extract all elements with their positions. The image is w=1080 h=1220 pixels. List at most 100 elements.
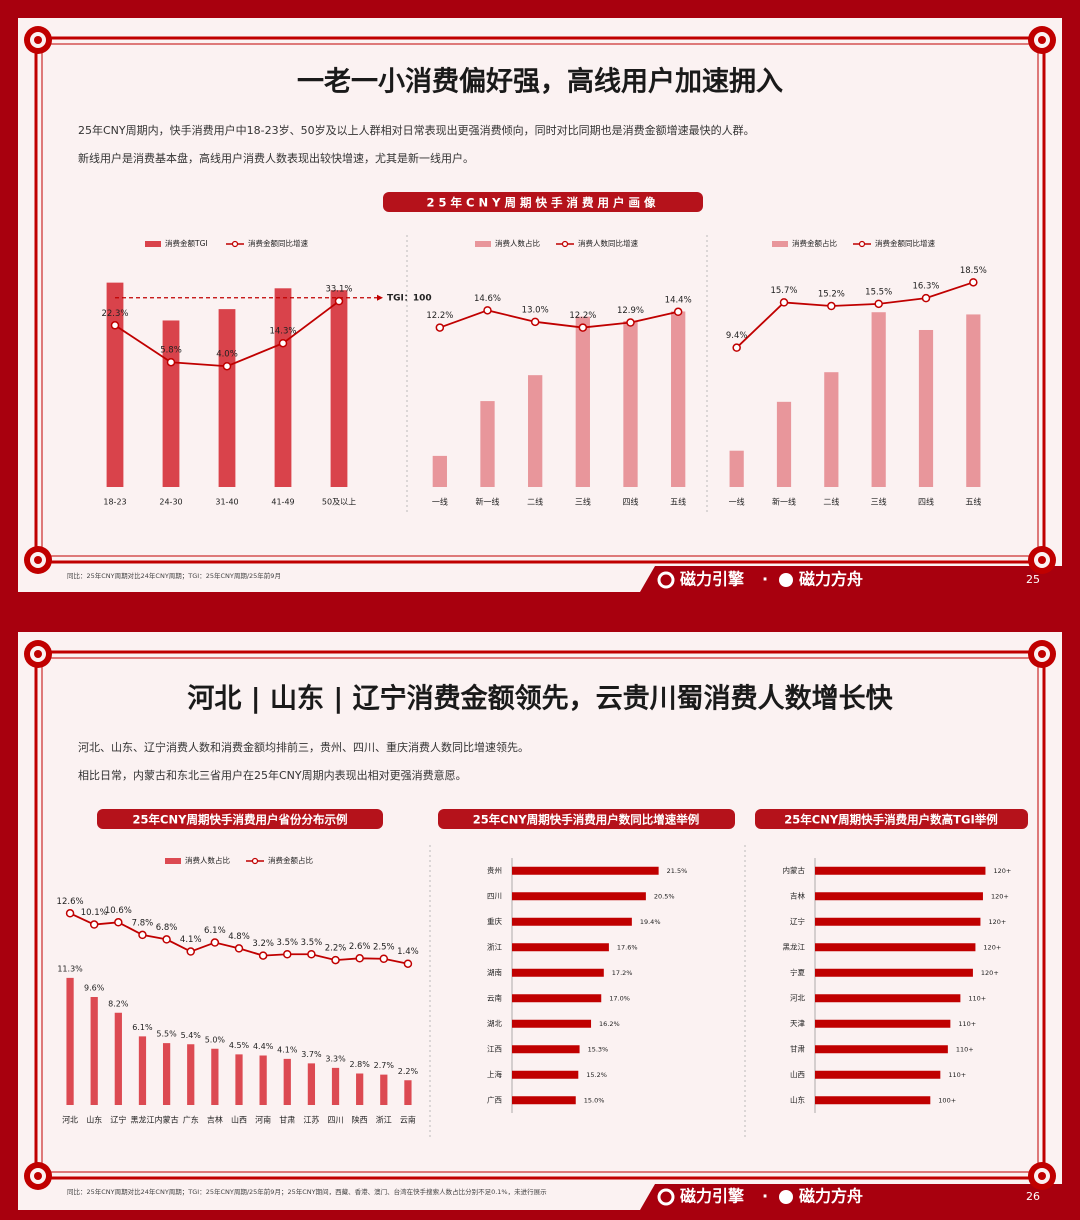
logo-icon — [779, 573, 793, 587]
legend-swatch — [145, 241, 161, 247]
line — [439, 309, 679, 329]
data-label: 4.4% — [253, 1042, 274, 1051]
x-tick-label: 云南 — [400, 1115, 416, 1125]
bar — [966, 314, 981, 487]
bar — [331, 1067, 340, 1105]
data-label: 2.6% — [349, 942, 371, 952]
data-label: 2.7% — [374, 1061, 395, 1070]
bar — [815, 892, 983, 901]
data-label: 3.5% — [301, 938, 323, 948]
data-label: 3.5% — [276, 938, 298, 948]
x-tick-label: 新一线 — [476, 497, 500, 507]
point — [331, 955, 340, 965]
data-label: 15.0% — [584, 1096, 605, 1104]
legend-swatch — [475, 241, 491, 247]
point — [278, 338, 288, 348]
bar — [283, 1058, 291, 1105]
data-label: 110+ — [948, 1071, 966, 1079]
x-tick-label: 18-23 — [103, 498, 126, 507]
point — [874, 299, 883, 309]
bar — [815, 1096, 931, 1105]
data-label: 5.8% — [160, 346, 182, 356]
x-tick-label: 辽宁 — [110, 1115, 126, 1125]
data-label: 19.4% — [640, 918, 661, 926]
bar — [432, 455, 447, 487]
y-tick-label: 广西 — [487, 1094, 502, 1104]
bar — [218, 309, 236, 487]
point — [186, 947, 195, 956]
bar — [512, 917, 632, 926]
bar — [815, 943, 976, 952]
point — [110, 321, 120, 330]
bar — [512, 892, 646, 901]
data-label: 7.8% — [132, 918, 154, 928]
bar — [871, 312, 886, 487]
bar — [815, 1019, 951, 1028]
data-label: 5.0% — [205, 1035, 226, 1044]
slide-title: 一老一小消费偏好强，高线用户加速拥入 — [297, 66, 783, 98]
bar — [729, 450, 744, 487]
data-label: 12.9% — [617, 306, 644, 316]
point — [210, 938, 220, 947]
slide-panel — [18, 18, 1062, 592]
data-label: 14.3% — [269, 327, 296, 337]
data-label: 20.5% — [654, 892, 675, 900]
bar — [380, 1074, 388, 1105]
bar — [404, 1080, 412, 1105]
x-tick-label: 陕西 — [352, 1115, 368, 1125]
data-label: 10.1% — [81, 908, 108, 918]
bar — [114, 1012, 122, 1105]
footnote: 同比：25年CNY周期对比24年CNY周期；TGI：25年CNY周期/25年前9… — [67, 1187, 547, 1196]
data-label: 110+ — [958, 1020, 976, 1028]
data-label: 16.3% — [912, 282, 939, 292]
bar — [512, 1096, 576, 1105]
y-tick-label: 云南 — [487, 992, 502, 1002]
point — [355, 954, 364, 963]
x-tick-label: 31-40 — [215, 498, 238, 507]
bar — [512, 1019, 592, 1028]
y-tick-label: 内蒙古 — [783, 865, 806, 875]
point — [162, 935, 171, 944]
point — [921, 293, 931, 303]
legend-swatch — [231, 240, 239, 248]
data-label: 2.2% — [398, 1067, 419, 1076]
paragraph: 25年CNY周期内，快手消费用户中18-23岁、50岁及以上人群相对日常表现出更… — [78, 123, 755, 137]
bar — [824, 372, 839, 487]
data-label: 22.3% — [101, 309, 128, 319]
ornament — [34, 650, 42, 658]
y-tick-label: 湖南 — [487, 967, 502, 977]
bar — [356, 1073, 364, 1105]
y-tick-label: 山东 — [790, 1094, 805, 1104]
x-tick-label: 五线 — [965, 497, 981, 507]
data-label: 120+ — [981, 969, 999, 977]
x-tick-label: 甘肃 — [279, 1115, 295, 1125]
legend-label: 消费人数占比 — [185, 855, 230, 865]
bar — [106, 282, 124, 487]
page-number: 26 — [1026, 1190, 1040, 1203]
bar — [66, 977, 74, 1105]
data-label: 4.1% — [277, 1045, 298, 1054]
bar — [815, 866, 986, 875]
x-tick-label: 三线 — [575, 497, 591, 507]
legend-swatch — [251, 857, 259, 865]
data-label: 17.6% — [617, 943, 638, 951]
legend-label: 消费人数同比增速 — [578, 238, 638, 248]
data-label: 10.6% — [105, 906, 132, 916]
data-label: 3.3% — [325, 1054, 346, 1063]
point — [166, 357, 176, 367]
bar — [815, 968, 973, 977]
bar — [512, 1045, 580, 1054]
logo-icon — [657, 571, 675, 589]
bar — [330, 290, 348, 487]
x-tick-label: 吉林 — [207, 1115, 223, 1125]
badge — [755, 809, 1028, 829]
x-tick-label: 浙江 — [376, 1115, 392, 1125]
point — [234, 944, 244, 953]
data-label: 15.5% — [865, 287, 892, 297]
badge — [97, 809, 383, 829]
badge — [438, 809, 735, 829]
ornament — [1038, 1172, 1046, 1180]
logo-separator: · — [762, 570, 768, 589]
y-tick-label: 贵州 — [487, 865, 502, 875]
data-label: 120+ — [983, 943, 1001, 951]
